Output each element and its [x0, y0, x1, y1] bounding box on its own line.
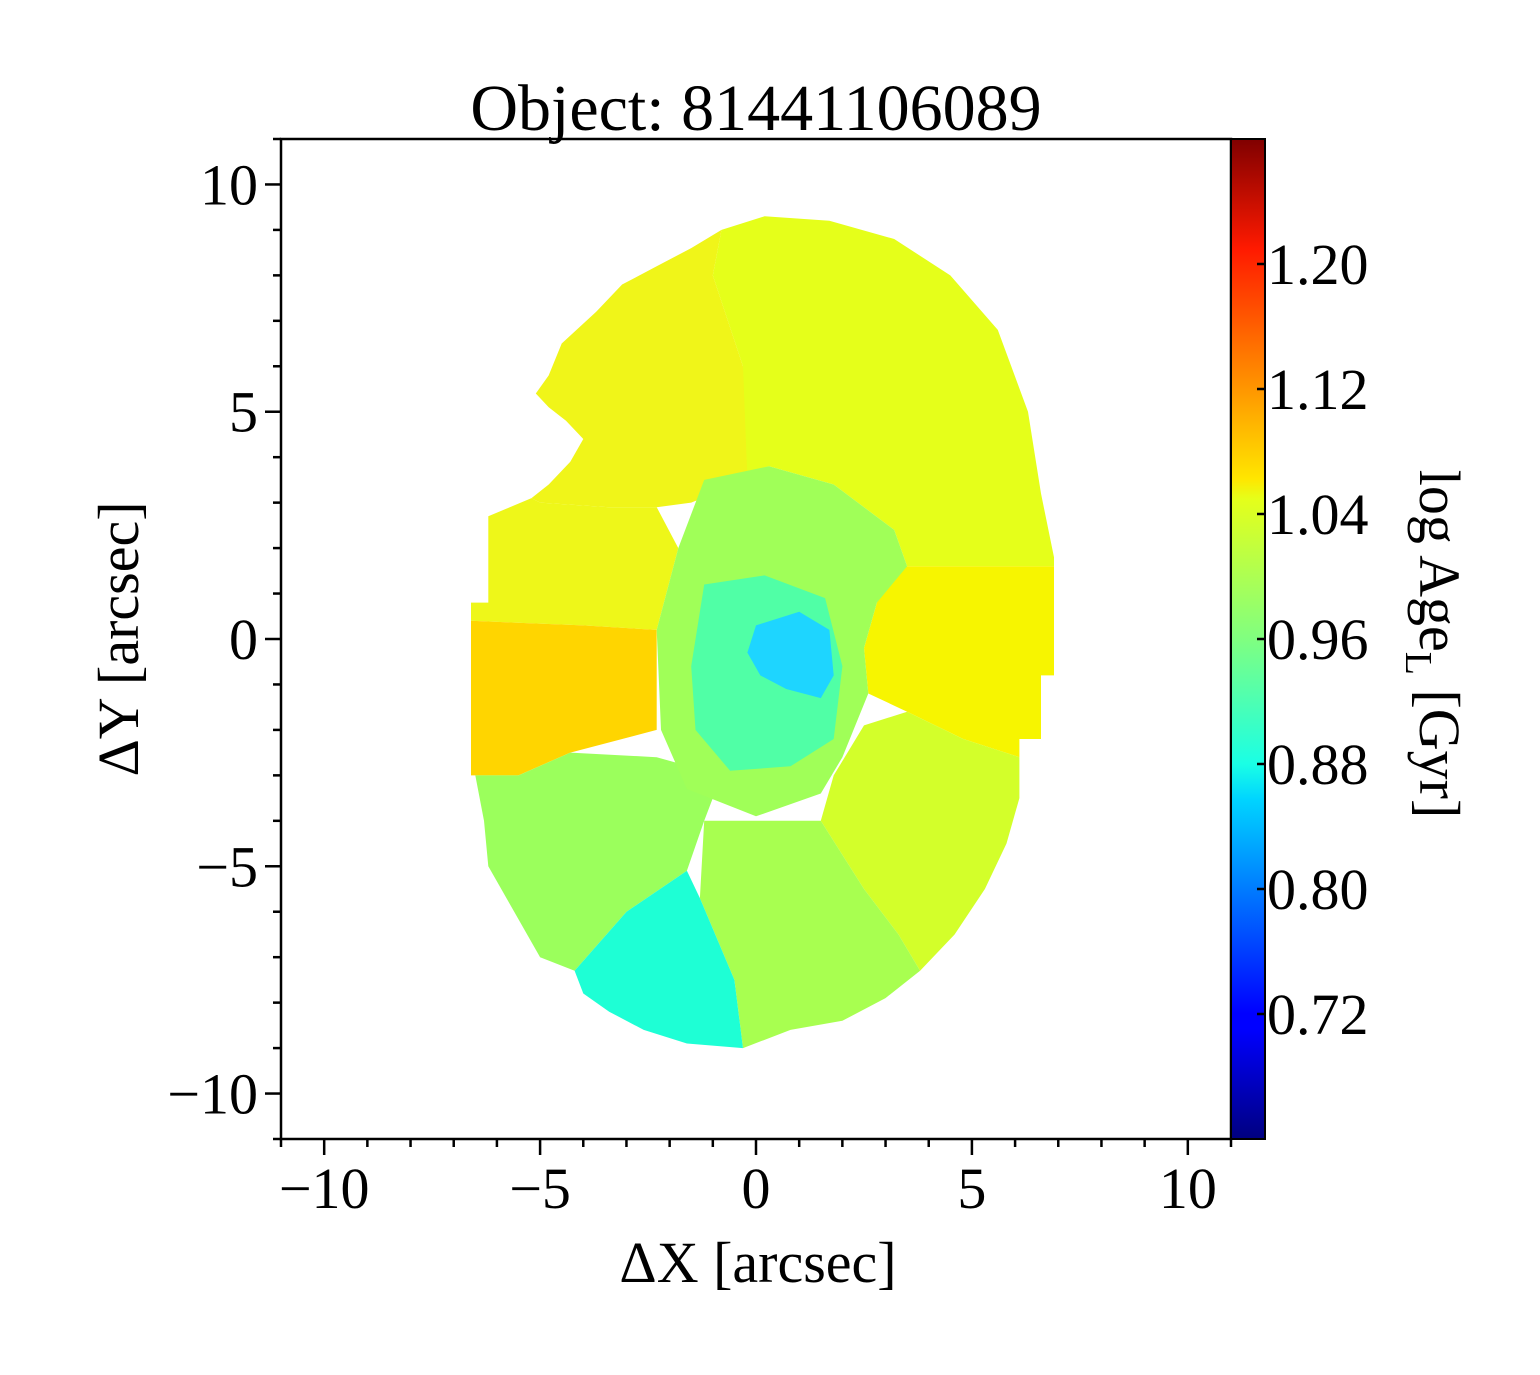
region-left-orange	[471, 602, 657, 776]
colorbar-tick-label: 0.72	[1267, 982, 1369, 1047]
colorbar-label-sub: L	[1397, 652, 1439, 675]
x-tick-label: 5	[957, 1156, 986, 1221]
region-top-main	[712, 216, 1054, 567]
region-top-left	[531, 229, 748, 508]
region-right-yellow	[864, 566, 1054, 758]
y-tick-label: 5	[229, 380, 258, 445]
colorbar-tick-label: 0.96	[1267, 607, 1369, 672]
x-tick-label: 0	[742, 1156, 771, 1221]
y-tick-label: 0	[229, 607, 258, 672]
region-left-upper	[471, 498, 679, 630]
colorbar-tick-label: 0.88	[1267, 732, 1369, 797]
y-tick-label: −5	[196, 834, 258, 899]
x-tick-label: 10	[1159, 1156, 1217, 1221]
y-axis-label: ΔY [arcsec]	[86, 501, 151, 776]
colorbar-label-unit: [Gyr]	[1407, 675, 1472, 818]
colorbar-tick-label: 1.04	[1267, 482, 1369, 547]
region-bottom-left	[475, 752, 722, 971]
colorbar-tick-label: 1.12	[1267, 357, 1369, 422]
colorbar: 0.72 0.80 0.88 0.96 1.04 1.12 1.20 log AgeL [G…	[1230, 138, 1472, 1140]
x-tick-label: −5	[509, 1156, 571, 1221]
region-core-center	[747, 611, 834, 699]
colorbar-tick-label: 1.20	[1267, 232, 1369, 297]
x-tick-label: −10	[279, 1156, 370, 1221]
colorbar-label: log AgeL [Gyr]	[1397, 470, 1472, 819]
y-tick-label: 10	[200, 152, 258, 217]
region-bottom-center	[699, 820, 921, 1049]
y-tick-label: −10	[167, 1062, 258, 1127]
region-bottom-cyan	[574, 870, 743, 1049]
colorbar-tick-label: 0.80	[1267, 857, 1369, 922]
x-axis-label: ΔX [arcsec]	[619, 1230, 896, 1295]
x-axis: −10 −5 0 5 10	[279, 1139, 1233, 1221]
region-right-lower	[820, 711, 1020, 971]
colorbar-label-main: log Age	[1407, 470, 1472, 652]
colorbar-ticks: 0.72 0.80 0.88 0.96 1.04 1.12 1.20	[1257, 232, 1369, 1047]
chart-title: Object: 81441106089	[470, 72, 1041, 145]
plot-area: −10 −5 0 5 10 −10 −5 0 5 10	[167, 137, 1233, 1221]
y-axis: −10 −5 0 5 10	[167, 137, 281, 1141]
age-map-regions	[471, 216, 1054, 1049]
